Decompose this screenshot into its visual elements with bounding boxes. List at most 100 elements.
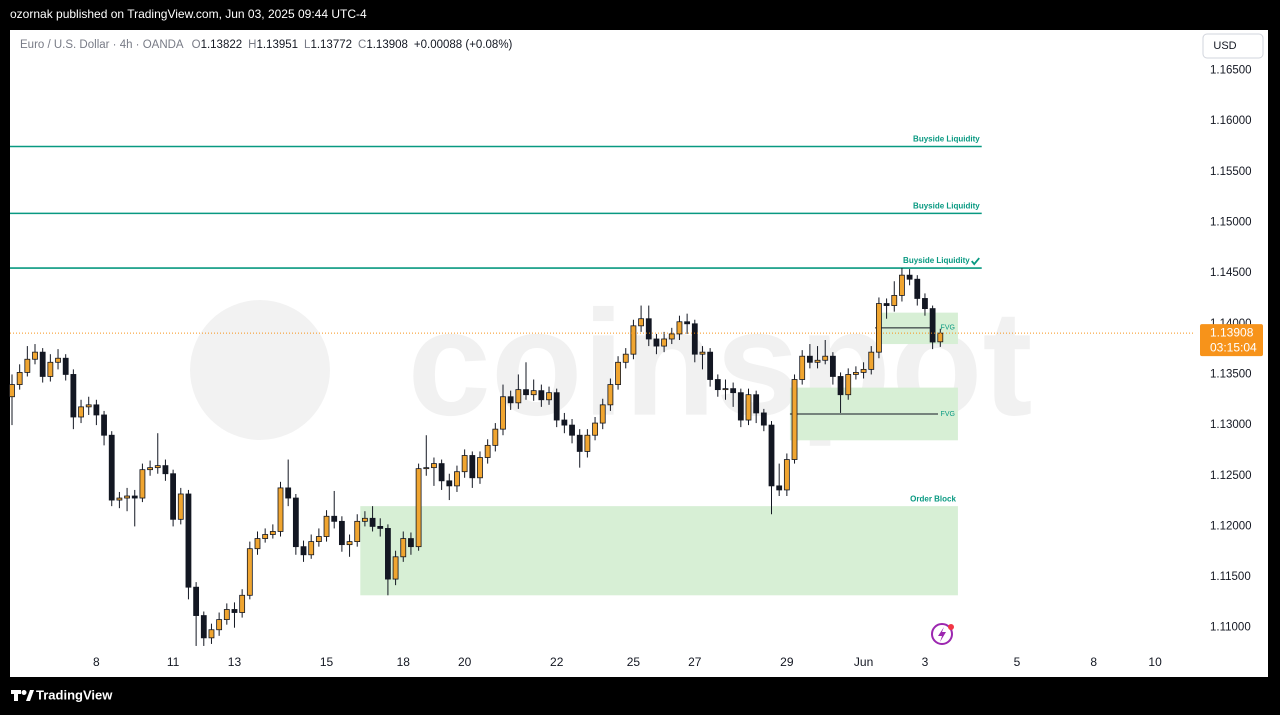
brand-name: TradingView [36, 687, 113, 702]
candle-body [254, 538, 261, 550]
candle-body [814, 359, 821, 363]
watermark-logo [190, 300, 330, 440]
candle-body [691, 323, 698, 355]
candle-body [883, 303, 890, 306]
candle-body [300, 546, 307, 556]
currency-label: USD [1213, 40, 1236, 52]
candle-body [415, 468, 422, 548]
candle-body [438, 463, 445, 482]
candle-body [124, 495, 130, 499]
candle-body [599, 404, 606, 424]
candle-body [829, 355, 836, 377]
open-value: 1.13822 [201, 39, 243, 51]
candle-body [385, 528, 391, 580]
check-mark [971, 257, 980, 266]
candle-body [262, 534, 269, 539]
y-tick-label: 1.12500 [1210, 470, 1252, 482]
last-price-box [1200, 324, 1263, 357]
candle-body [607, 384, 614, 406]
candle-body [914, 278, 921, 299]
candle-body [170, 473, 177, 520]
candle-body [638, 318, 644, 327]
x-tick-label: 13 [228, 655, 242, 669]
candle-body [860, 368, 867, 373]
x-tick-label: 27 [688, 655, 702, 669]
x-tick-label: 5 [1014, 655, 1021, 669]
x-tick-label: 22 [550, 655, 564, 669]
candle-body [369, 517, 376, 527]
candle-body [461, 455, 468, 473]
zone-label: Order Block [910, 494, 956, 503]
candle-body [162, 465, 169, 475]
candle-body [845, 374, 852, 396]
y-tick-label: 1.15000 [1210, 217, 1252, 229]
candle-body [906, 274, 913, 280]
candle-body [292, 497, 299, 548]
countdown-label: 03:15:04 [1210, 340, 1257, 354]
candle-body [868, 351, 875, 370]
candle-body [668, 333, 675, 340]
candle-body [362, 517, 368, 522]
x-tick-label: 11 [167, 655, 180, 669]
candle-body [446, 480, 453, 487]
high-letter: H [248, 39, 256, 51]
x-tick-label: 8 [1090, 655, 1097, 669]
candle-body [507, 396, 514, 404]
candle-body [484, 444, 491, 458]
candle-body [216, 619, 223, 631]
y-tick-label: 1.12000 [1210, 520, 1252, 532]
candle-body [315, 536, 322, 543]
x-tick-label: 20 [458, 655, 472, 669]
liquidity-label: Buyside Liquidity [903, 256, 970, 265]
last-price-label: 1.13908 [1210, 325, 1254, 339]
candle-body [891, 295, 898, 306]
candle-body [937, 332, 944, 343]
candle-body [477, 457, 483, 479]
candle-body [154, 465, 161, 469]
candle-body [277, 487, 284, 532]
candle-body [553, 392, 560, 421]
y-tick-label: 1.16000 [1210, 115, 1252, 127]
candle-body [500, 396, 506, 430]
candle-body [308, 541, 315, 556]
candle-body [39, 351, 46, 377]
candle-body [269, 531, 276, 535]
currency-button[interactable] [1202, 33, 1264, 59]
candle-body [62, 357, 69, 375]
candle-body [592, 422, 598, 436]
candle-body [431, 463, 437, 469]
candle-body [837, 376, 844, 396]
candle-body [454, 471, 460, 487]
candle-body [346, 541, 353, 546]
close-value: 1.13908 [366, 39, 408, 51]
candle-body [177, 493, 184, 520]
candle-body [929, 308, 936, 343]
candle-body [24, 358, 31, 373]
brand-logo-stem [14, 690, 18, 701]
candle-body [9, 384, 15, 398]
candle-body [737, 392, 744, 421]
candle-body [400, 538, 407, 558]
candle-body [653, 338, 660, 347]
candle-body [776, 485, 783, 491]
low-letter: L [304, 39, 311, 51]
candle-body [745, 394, 752, 421]
candle-body [714, 379, 721, 391]
candle-body [354, 520, 361, 543]
y-tick-label: 1.14500 [1210, 267, 1252, 279]
candle-body [55, 357, 61, 363]
candle-body [116, 497, 123, 501]
candle-body [515, 389, 522, 404]
candle-body [576, 434, 583, 452]
zone [360, 506, 958, 596]
candle-body [899, 274, 905, 296]
alert-icon[interactable] [931, 623, 954, 645]
candle-body [70, 374, 77, 418]
candle-body [469, 455, 476, 479]
candle-body [645, 318, 652, 340]
candle-body [876, 303, 882, 353]
brand-logo-dot [21, 690, 27, 695]
candle-body [377, 526, 384, 529]
x-tick-label: 25 [627, 655, 641, 669]
